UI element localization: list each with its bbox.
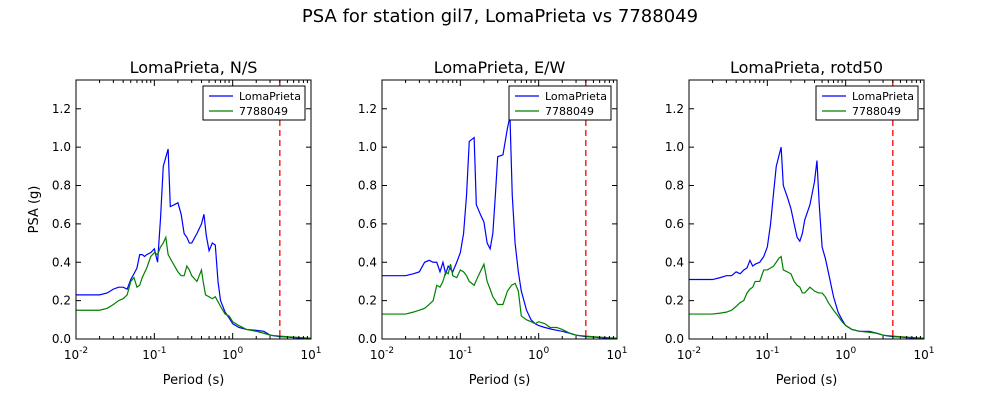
y-tick-label: 0.8 (52, 179, 71, 193)
subplot-title: LomaPrieta, N/S (130, 58, 258, 77)
y-tick-label: 0.6 (665, 217, 684, 231)
legend-label: LomaPrieta (852, 90, 914, 103)
y-tick-label: 0.0 (52, 332, 71, 346)
x-tick-label: 10-1 (448, 346, 472, 362)
y-tick-label: 0.4 (52, 255, 71, 269)
series-line-LomaPrieta (382, 116, 617, 339)
y-tick-label: 0.4 (665, 255, 684, 269)
legend-box (508, 85, 612, 121)
subplot-3: 0.0 0.2 0.4 0.6 0.8 1.0 1.2 10-2 10-1 100 101 LomaP… (665, 58, 935, 388)
legend-label: 7788049 (852, 105, 901, 118)
axes-frame (75, 79, 312, 340)
x-tick-label: 10-1 (755, 346, 779, 362)
y-tick-label: 0.2 (52, 294, 71, 308)
y-tick-label: 0.6 (358, 217, 377, 231)
y-tick-label: 1.2 (52, 102, 71, 116)
legend-box (202, 85, 306, 121)
y-tick-label: 1.2 (665, 102, 684, 116)
y-tick-label: 1.0 (52, 140, 71, 154)
x-tick-label: 100 (835, 346, 856, 362)
x-tick-label: 101 (913, 346, 934, 362)
legend-label: LomaPrieta (545, 90, 607, 103)
x-axis-label: Period (s) (776, 373, 838, 388)
subplot-title: LomaPrieta, rotd50 (730, 58, 883, 77)
subplot-1: 0.0 0.2 0.4 0.6 0.8 1.0 1.2 10-2 10-1 100 101 LomaP… (27, 58, 322, 388)
axes-frame (381, 79, 618, 340)
subplot-2: 0.0 0.2 0.4 0.6 0.8 1.0 1.2 10-2 10-1 100 101 LomaP… (358, 58, 628, 388)
axes-frame (688, 79, 925, 340)
y-tick-label: 0.2 (358, 294, 377, 308)
x-axis-label: Period (s) (163, 373, 225, 388)
y-tick-label: 1.0 (665, 140, 684, 154)
x-tick-label: 10-2 (677, 346, 701, 362)
x-tick-label: 101 (606, 346, 627, 362)
y-tick-label: 0.6 (52, 217, 71, 231)
series-line-7788049 (382, 262, 617, 339)
legend: LomaPrieta 7788049 (508, 85, 612, 121)
legend: LomaPrieta 7788049 (815, 85, 919, 121)
series-line-7788049 (689, 255, 924, 339)
x-tick-label: 100 (222, 346, 243, 362)
y-tick-label: 0.8 (665, 179, 684, 193)
y-tick-label: 0.4 (358, 255, 377, 269)
y-tick-label: 1.0 (358, 140, 377, 154)
x-axis-label: Period (s) (469, 373, 531, 388)
y-axis-label: PSA (g) (27, 186, 42, 234)
x-tick-label: 10-1 (142, 346, 166, 362)
x-tick-label: 10-2 (370, 346, 394, 362)
series-line-LomaPrieta (689, 147, 924, 339)
legend-label: 7788049 (239, 105, 288, 118)
legend-box (815, 85, 919, 121)
y-tick-label: 1.2 (358, 102, 377, 116)
series-line-LomaPrieta (76, 148, 311, 339)
x-tick-label: 101 (300, 346, 321, 362)
legend-label: LomaPrieta (239, 90, 301, 103)
y-tick-label: 0.0 (358, 332, 377, 346)
series-line-7788049 (76, 235, 311, 339)
y-tick-label: 0.8 (358, 179, 377, 193)
y-tick-label: 0.0 (665, 332, 684, 346)
x-tick-label: 10-2 (64, 346, 88, 362)
legend-label: 7788049 (545, 105, 594, 118)
legend: LomaPrieta 7788049 (202, 85, 306, 121)
x-tick-label: 100 (528, 346, 549, 362)
subplot-title: LomaPrieta, E/W (434, 58, 566, 77)
y-tick-label: 0.2 (665, 294, 684, 308)
figure-title: PSA for station gil7, LomaPrieta vs 7788… (301, 6, 699, 27)
